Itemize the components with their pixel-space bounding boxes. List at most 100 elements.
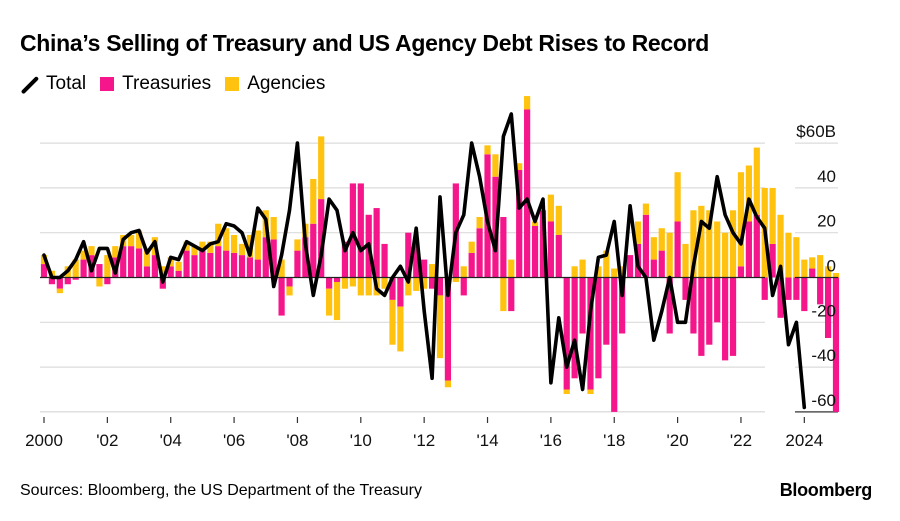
bar-agencies bbox=[341, 277, 349, 289]
bar-treasuries bbox=[737, 266, 745, 278]
bar-treasuries bbox=[603, 277, 610, 345]
bar-agencies bbox=[444, 380, 452, 388]
bar-agencies bbox=[96, 277, 103, 287]
bar-agencies bbox=[745, 165, 752, 222]
y-tick-label: 0 bbox=[827, 257, 836, 276]
bar-treasuries bbox=[238, 255, 246, 278]
bar-agencies bbox=[365, 277, 372, 296]
bar-treasuries bbox=[547, 221, 554, 278]
y-tick-label: -20 bbox=[811, 301, 836, 320]
bar-treasuries bbox=[246, 257, 254, 278]
x-tick-label: '14 bbox=[476, 431, 498, 450]
bar-agencies bbox=[524, 96, 531, 110]
legend-item-total: Total bbox=[20, 73, 86, 95]
bar-agencies bbox=[658, 228, 665, 251]
bar-agencies bbox=[104, 255, 111, 278]
bar-treasuries bbox=[405, 232, 412, 278]
bar-agencies bbox=[516, 163, 523, 170]
bar-agencies bbox=[508, 259, 515, 278]
bar-treasuries bbox=[571, 277, 578, 379]
bar-agencies bbox=[135, 230, 143, 249]
bar-agencies bbox=[436, 295, 444, 359]
bar-treasuries bbox=[64, 277, 71, 285]
bar-treasuries bbox=[318, 199, 325, 278]
bar-agencies bbox=[159, 266, 166, 278]
bar-agencies bbox=[579, 259, 586, 278]
bar-agencies bbox=[698, 205, 705, 278]
bar-treasuries bbox=[286, 277, 293, 287]
bar-agencies bbox=[737, 172, 745, 267]
bar-agencies bbox=[563, 389, 570, 394]
bar-treasuries bbox=[674, 221, 681, 278]
bar-agencies bbox=[634, 221, 642, 244]
bar-agencies bbox=[817, 255, 824, 278]
bar-agencies bbox=[603, 250, 610, 278]
legend-label-treasuries: Treasuries bbox=[122, 73, 212, 94]
x-tick-label: '12 bbox=[413, 431, 435, 450]
bar-treasuries bbox=[333, 277, 341, 282]
x-tick-label: 2024 bbox=[785, 431, 823, 450]
bar-agencies bbox=[318, 136, 325, 200]
bar-agencies bbox=[143, 248, 151, 267]
bar-agencies bbox=[809, 257, 816, 269]
x-tick-label: '02 bbox=[96, 431, 118, 450]
bar-treasuries bbox=[563, 277, 570, 390]
bar-agencies bbox=[587, 389, 594, 394]
bar-agencies bbox=[80, 250, 87, 260]
bar-agencies bbox=[547, 194, 554, 222]
bar-treasuries bbox=[595, 277, 602, 379]
bar-treasuries bbox=[270, 239, 277, 278]
bar-treasuries bbox=[619, 277, 626, 334]
bar-agencies bbox=[476, 217, 483, 229]
bar-treasuries bbox=[516, 169, 523, 278]
bar-treasuries bbox=[72, 277, 79, 280]
bar-agencies bbox=[389, 299, 396, 345]
bar-agencies bbox=[254, 230, 261, 260]
legend-item-treasuries: Treasuries bbox=[100, 73, 211, 95]
bar-agencies bbox=[230, 234, 238, 253]
x-tick-label: '16 bbox=[540, 431, 562, 450]
bar-treasuries bbox=[476, 228, 483, 278]
bar-agencies bbox=[421, 277, 428, 289]
bar-treasuries bbox=[579, 277, 586, 334]
bar-agencies bbox=[753, 147, 760, 215]
bar-agencies bbox=[278, 259, 285, 278]
bar-agencies bbox=[801, 259, 808, 278]
bar-treasuries bbox=[682, 277, 689, 300]
bar-treasuries bbox=[555, 234, 562, 278]
bar-treasuries bbox=[729, 277, 737, 356]
bar-agencies bbox=[729, 210, 737, 278]
bar-agencies bbox=[674, 172, 681, 222]
bar-treasuries bbox=[357, 183, 364, 278]
bar-treasuries bbox=[40, 264, 48, 278]
bar-agencies bbox=[682, 243, 689, 278]
bar-treasuries bbox=[230, 252, 238, 278]
bar-treasuries bbox=[809, 268, 816, 278]
bar-treasuries bbox=[832, 277, 840, 412]
y-tick-label: -60 bbox=[811, 391, 836, 410]
bar-agencies bbox=[793, 237, 800, 278]
bar-agencies bbox=[769, 187, 776, 244]
bar-agencies bbox=[832, 273, 840, 278]
bar-treasuries bbox=[223, 250, 230, 278]
bar-treasuries bbox=[745, 221, 752, 278]
bar-agencies bbox=[824, 266, 832, 278]
bar-agencies bbox=[191, 246, 198, 256]
total-line bbox=[42, 112, 807, 410]
legend-label-total: Total bbox=[46, 73, 87, 94]
source-note: Sources: Bloomberg, the US Department of… bbox=[20, 482, 422, 499]
bar-agencies bbox=[452, 277, 459, 282]
bar-treasuries bbox=[626, 255, 634, 278]
bar-treasuries bbox=[777, 277, 784, 318]
bar-agencies bbox=[294, 239, 301, 251]
x-tick-label: '08 bbox=[286, 431, 308, 450]
bar-agencies bbox=[175, 261, 182, 271]
bar-treasuries bbox=[254, 259, 261, 278]
bar-treasuries bbox=[761, 277, 768, 300]
bar-treasuries bbox=[199, 250, 206, 278]
bar-treasuries bbox=[104, 277, 111, 285]
y-tick-label: -40 bbox=[811, 346, 836, 365]
bar-agencies bbox=[642, 203, 650, 215]
bar-treasuries bbox=[460, 277, 467, 296]
